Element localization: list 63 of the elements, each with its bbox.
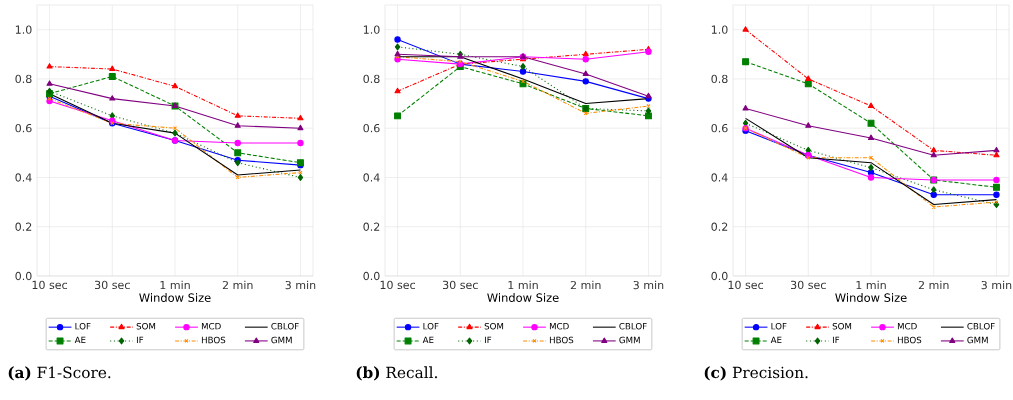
x-tick-label: 3 min	[285, 280, 316, 290]
x-tick-label: 3 min	[633, 280, 664, 290]
x-axis-title: Window Size	[835, 293, 907, 302]
x-tick-label: 1 min	[160, 280, 190, 290]
legend-label: LOF	[771, 322, 787, 330]
legend-label: IF	[136, 336, 144, 344]
legend-label: SOM	[832, 322, 852, 330]
legend-label: CBLOF	[271, 322, 299, 330]
legend-label: GMM	[619, 336, 640, 344]
legend-label: MCD	[201, 322, 221, 330]
legend-label: IF	[832, 336, 840, 344]
x-tick-label: 10 sec	[380, 280, 415, 290]
x-tick-label: 30 sec	[790, 280, 826, 290]
y-tick-label: 0.6	[15, 123, 32, 133]
text: (c) Precision.	[704, 366, 808, 381]
x-tick-label: 30 sec	[94, 280, 130, 290]
y-tick-label: 0.8	[711, 74, 728, 84]
legend-label: MCD	[897, 322, 917, 330]
legend-label: HBOS	[549, 336, 574, 344]
legend-label: SOM	[484, 322, 504, 330]
x-axis-title: Window Size	[139, 293, 211, 302]
legend-label: IF	[484, 336, 492, 344]
x-tick-label: 2 min	[918, 280, 949, 290]
x-tick-label: 2 min	[570, 280, 601, 290]
y-tick-label: 0.8	[15, 74, 32, 84]
legend-label: CBLOF	[967, 322, 995, 330]
x-tick-label: 2 min	[222, 280, 253, 290]
y-tick-label: 1.0	[363, 25, 380, 34]
y-tick-label: 0.2	[15, 222, 32, 231]
y-tick-label: 0.6	[711, 123, 728, 133]
legend-label: CBLOF	[619, 322, 647, 330]
y-tick-label: 0.2	[711, 222, 728, 231]
legend-label: LOF	[75, 322, 91, 330]
text: (b) Recall.	[356, 366, 437, 381]
legend-label: GMM	[271, 336, 292, 344]
y-tick-label: 0.4	[15, 173, 32, 182]
x-tick-label: 3 min	[981, 280, 1012, 290]
y-tick-label: 1.0	[15, 25, 32, 34]
x-tick-label: 1 min	[508, 280, 538, 290]
y-tick-label: 0.4	[711, 173, 728, 182]
text: (a) F1-Score.	[8, 366, 111, 381]
legend-label: AE	[422, 336, 434, 344]
legend-label: AE	[770, 336, 782, 344]
x-tick-label: 10 sec	[728, 280, 763, 290]
x-tick-label: 10 sec	[32, 280, 67, 290]
y-tick-label: 0.8	[363, 74, 380, 84]
legend-label: HBOS	[897, 336, 922, 344]
legend-label: MCD	[549, 322, 569, 330]
y-tick-label: 0.6	[363, 123, 380, 133]
y-tick-label: 0.0	[711, 271, 728, 281]
y-tick-label: 0.0	[363, 271, 380, 281]
x-tick-label: 30 sec	[442, 280, 478, 290]
legend-label: LOF	[423, 322, 439, 330]
y-tick-label: 1.0	[711, 25, 728, 34]
legend-label: SOM	[136, 322, 156, 330]
legend-label: AE	[74, 336, 86, 344]
y-tick-label: 0.2	[363, 222, 380, 231]
x-tick-label: 1 min	[856, 280, 886, 290]
legend-label: HBOS	[201, 336, 226, 344]
x-axis-title: Window Size	[487, 293, 559, 302]
y-tick-label: 0.4	[363, 173, 380, 182]
legend-label: GMM	[967, 336, 988, 344]
y-tick-label: 0.0	[15, 271, 32, 281]
